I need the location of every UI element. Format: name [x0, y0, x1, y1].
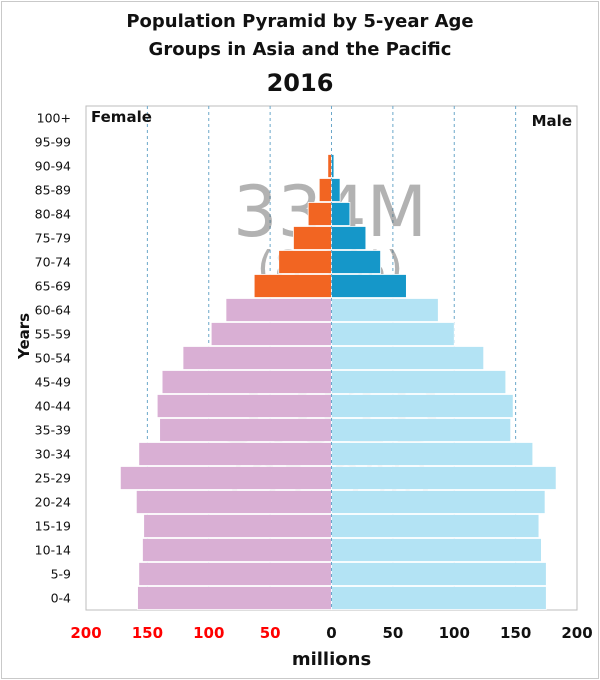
female-label: Female: [91, 108, 152, 126]
bar-female-10-14: [142, 538, 332, 562]
bar-female-80-84: [307, 202, 332, 226]
bar-male-40-44: [331, 394, 514, 418]
y-tick-label: 35-39: [35, 423, 71, 438]
bar-female-30-34: [138, 442, 332, 466]
y-tick-label: 70-74: [35, 255, 71, 270]
x-tick-label: 200: [70, 624, 101, 642]
bar-female-60-64: [225, 298, 332, 322]
y-tick-label: 40-44: [35, 399, 71, 414]
y-tick-label: 75-79: [35, 231, 71, 246]
bar-female-15-19: [143, 514, 332, 538]
bar-male-75-79: [331, 226, 367, 250]
bar-female-25-29: [119, 466, 332, 490]
bar-female-90-94: [327, 154, 332, 178]
bar-male-45-49: [331, 370, 507, 394]
bar-male-50-54: [331, 346, 485, 370]
bar-male-35-39: [331, 418, 512, 442]
x-tick-label: 50: [260, 624, 281, 642]
bar-female-65-69: [253, 274, 332, 298]
male-label: Male: [532, 112, 572, 130]
y-tick-label: 50-54: [35, 351, 71, 366]
x-tick-label: 150: [132, 624, 163, 642]
bar-female-5-9: [138, 562, 332, 586]
y-tick-label: 60-64: [35, 303, 71, 318]
bar-male-65-69: [331, 274, 407, 298]
bar-female-50-54: [182, 346, 332, 370]
y-tick-label: 15-19: [35, 519, 71, 534]
bar-male-15-19: [331, 514, 540, 538]
bar-male-25-29: [331, 466, 557, 490]
x-tick-label: 50: [382, 624, 403, 642]
y-tick-label: 45-49: [35, 375, 71, 390]
y-tick-label: 20-24: [35, 495, 71, 510]
bar-female-35-39: [159, 418, 332, 442]
bar-female-0-4: [137, 586, 332, 610]
bar-male-60-64: [331, 298, 439, 322]
bar-male-0-4: [331, 586, 547, 610]
bar-female-85-89: [318, 178, 332, 202]
y-tick-label: 10-14: [35, 543, 71, 558]
bar-male-85-89: [331, 178, 341, 202]
bar-male-55-59: [331, 322, 455, 346]
chart-year: 2016: [266, 69, 334, 97]
bar-female-20-24: [135, 490, 332, 514]
bar-male-80-84: [331, 202, 351, 226]
x-tick-label: 0: [326, 624, 336, 642]
y-tick-label: 90-94: [35, 159, 71, 174]
bar-female-75-79: [293, 226, 332, 250]
bar-female-55-59: [210, 322, 332, 346]
x-tick-label: 100: [193, 624, 224, 642]
bar-female-45-49: [161, 370, 332, 394]
x-axis-label: millions: [292, 649, 371, 670]
bar-male-10-14: [331, 538, 542, 562]
bar-female-40-44: [156, 394, 332, 418]
bar-male-20-24: [331, 490, 546, 514]
chart-title-line2: Groups in Asia and the Pacific: [148, 39, 452, 60]
y-tick-label: 25-29: [35, 471, 71, 486]
y-tick-label: 55-59: [35, 327, 71, 342]
y-tick-label: 5-9: [51, 567, 71, 582]
y-tick-label: 30-34: [35, 447, 71, 462]
y-tick-label: 85-89: [35, 183, 71, 198]
bar-female-70-74: [278, 250, 332, 274]
x-tick-label: 200: [561, 624, 592, 642]
x-tick-label: 100: [439, 624, 470, 642]
bar-male-5-9: [331, 562, 547, 586]
chart-title-line1: Population Pyramid by 5-year Age: [126, 11, 474, 32]
x-tick-label: 150: [500, 624, 531, 642]
bar-male-70-74: [331, 250, 381, 274]
y-tick-label: 65-69: [35, 279, 71, 294]
y-tick-label: 95-99: [35, 135, 71, 150]
y-axis-label: Years: [15, 313, 33, 360]
y-tick-label: 0-4: [51, 591, 71, 606]
y-tick-label: 100+: [37, 111, 71, 126]
y-tick-label: 80-84: [35, 207, 71, 222]
bar-male-30-34: [331, 442, 534, 466]
